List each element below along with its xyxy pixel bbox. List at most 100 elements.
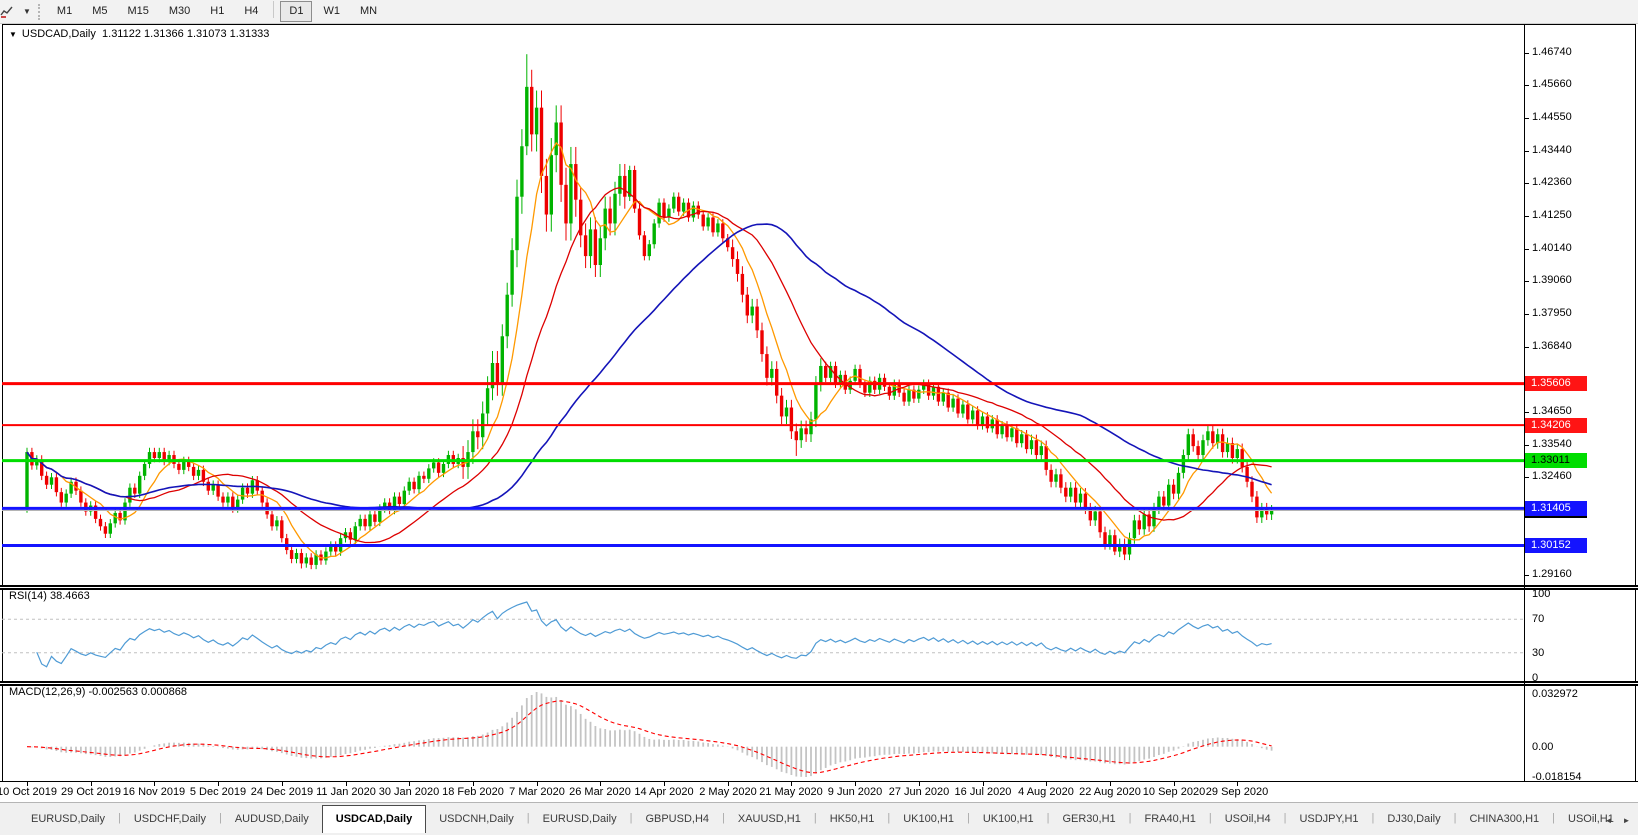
candle-body <box>520 146 524 197</box>
candle-body <box>476 431 480 438</box>
timeframe-button-m30[interactable]: M30 <box>168 5 191 17</box>
chart-symbol-label: USDCAD,Daily <box>21 28 96 40</box>
candle-body <box>657 202 661 224</box>
date-tick-mark <box>664 782 665 786</box>
tab-china300-h1[interactable]: CHINA300,H1 <box>1469 813 1540 825</box>
tab-hk50-h1[interactable]: HK50,H1 <box>829 813 875 825</box>
date-label: 30 Jan 2020 <box>378 786 440 798</box>
candle-body <box>471 431 475 453</box>
chart-tabs-bar: EURUSD,Daily | USDCHF,Daily | AUDUSD,Daily US… <box>0 802 1638 835</box>
candle-body <box>672 196 676 209</box>
tab-uk100-h1[interactable]: UK100,H1 <box>982 813 1034 825</box>
tab-audusd-daily[interactable]: AUDUSD,Daily <box>234 813 309 825</box>
date-tick-mark <box>346 782 347 786</box>
tab-usdchf-daily[interactable]: USDCHF,Daily <box>133 813 206 825</box>
timeframe-button-w1[interactable]: W1 <box>323 5 340 17</box>
timeframe-toolbar: ▼ M1 M5 M15 M30 H1 H4 D1 W1 MN <box>0 0 1638 24</box>
candle-body <box>1176 472 1181 494</box>
tab-separator: | <box>1128 812 1132 824</box>
candle-body <box>632 169 637 209</box>
candle-body <box>848 380 852 390</box>
tab-scroll-left-button[interactable]: ◄ <box>1604 815 1613 825</box>
date-label: 5 Dec 2019 <box>189 786 247 798</box>
main-price-pane <box>2 54 1524 570</box>
candle-body <box>1142 514 1146 530</box>
timeframe-button-mn[interactable]: MN <box>359 5 378 17</box>
tab-dj30-daily[interactable]: DJ30,Daily <box>1387 813 1441 825</box>
ma-slow-line <box>26 223 1272 510</box>
price-tick-mark <box>1524 216 1529 217</box>
dropdown-caret-icon[interactable]: ▼ <box>23 7 31 16</box>
tab-scroll-buttons: ◄ ► <box>1601 812 1634 828</box>
date-label: 18 Feb 2020 <box>442 786 504 798</box>
candle-body <box>1020 434 1024 444</box>
tab-eurusd-daily[interactable]: EURUSD,Daily <box>542 813 617 825</box>
candle-body <box>162 452 166 461</box>
date-tick-mark <box>1237 782 1238 786</box>
timeframe-button-m5[interactable]: M5 <box>92 5 108 17</box>
candle-body <box>554 122 558 156</box>
candle-body <box>583 235 588 257</box>
candle-body <box>1152 508 1156 527</box>
candle-body <box>628 169 632 197</box>
candle-body <box>93 505 98 519</box>
candle-body <box>304 557 308 564</box>
tab-usdcnh-daily[interactable]: USDCNH,Daily <box>439 813 514 825</box>
tab-usdcad-daily[interactable]: USDCAD,Daily <box>321 805 427 833</box>
candle-body <box>1054 474 1058 482</box>
candle-body <box>294 553 299 559</box>
tab-usdjpy-h1[interactable]: USDJPY,H1 <box>1299 813 1359 825</box>
candle-body <box>696 205 700 215</box>
date-label: 29 Sep 2020 <box>1205 786 1269 798</box>
timeframe-button-m15[interactable]: M15 <box>127 5 149 17</box>
candle-body <box>44 475 49 485</box>
timeframe-button-d1[interactable]: D1 <box>280 1 313 22</box>
date-label: 16 Nov 2019 <box>122 786 186 798</box>
candle-body <box>152 452 157 459</box>
chart-tool-icon[interactable] <box>0 4 22 20</box>
pane-separator-macd[interactable] <box>0 681 1638 686</box>
candle-body <box>598 238 602 266</box>
tab-usoil-h1[interactable]: USOil,H1 <box>1568 813 1614 825</box>
candle-body <box>691 205 696 218</box>
tab-fra40-h1[interactable]: FRA40,H1 <box>1144 813 1196 825</box>
tab-xauusd-h1[interactable]: XAUUSD,H1 <box>737 813 801 825</box>
candle-body <box>1157 496 1161 509</box>
candle-body <box>436 462 441 473</box>
date-label: 2 May 2020 <box>699 786 757 798</box>
pane-separator-rsi[interactable] <box>0 585 1638 590</box>
candle-body <box>902 392 906 402</box>
candle-body <box>177 463 181 470</box>
timeframe-button-h4[interactable]: H4 <box>244 5 259 17</box>
timeframe-button-h1[interactable]: H1 <box>210 5 225 17</box>
candle-body <box>990 419 994 429</box>
tab-eurusd-daily[interactable]: EURUSD,Daily <box>31 813 105 825</box>
candle-body <box>603 208 607 239</box>
tab-gbpusd-h4[interactable]: GBPUSD,H4 <box>645 813 710 825</box>
candle-body <box>956 398 960 414</box>
tab-ger30-h1[interactable]: GER30,H1 <box>1062 813 1116 825</box>
price-badge-1.33011: 1.33011 <box>1525 453 1587 468</box>
candle-body <box>108 523 112 534</box>
tab-scroll-right-button[interactable]: ► <box>1622 815 1631 825</box>
candle-body <box>260 490 264 503</box>
date-tick-mark <box>409 782 410 786</box>
date-tick-mark <box>27 782 28 786</box>
tab-uk100-h1[interactable]: UK100,H1 <box>903 813 954 825</box>
tab-usoil-h4[interactable]: USOil,H4 <box>1224 813 1271 825</box>
price-tick-mark <box>1524 249 1529 250</box>
candle-body <box>54 477 59 493</box>
candle-body <box>383 502 387 509</box>
timeframe-button-m1[interactable]: M1 <box>56 5 73 17</box>
candle-body <box>1147 514 1151 527</box>
candle-body <box>677 196 681 212</box>
price-tick-mark <box>1524 183 1529 184</box>
candle-body <box>1064 487 1068 497</box>
candle-body <box>779 395 784 417</box>
candle-body <box>1201 440 1205 456</box>
collapse-triangle-icon[interactable]: ▼ <box>9 30 17 39</box>
candle-body <box>206 481 210 491</box>
candle-body <box>907 389 911 402</box>
candle-body <box>530 86 534 135</box>
candle-body <box>593 229 598 266</box>
